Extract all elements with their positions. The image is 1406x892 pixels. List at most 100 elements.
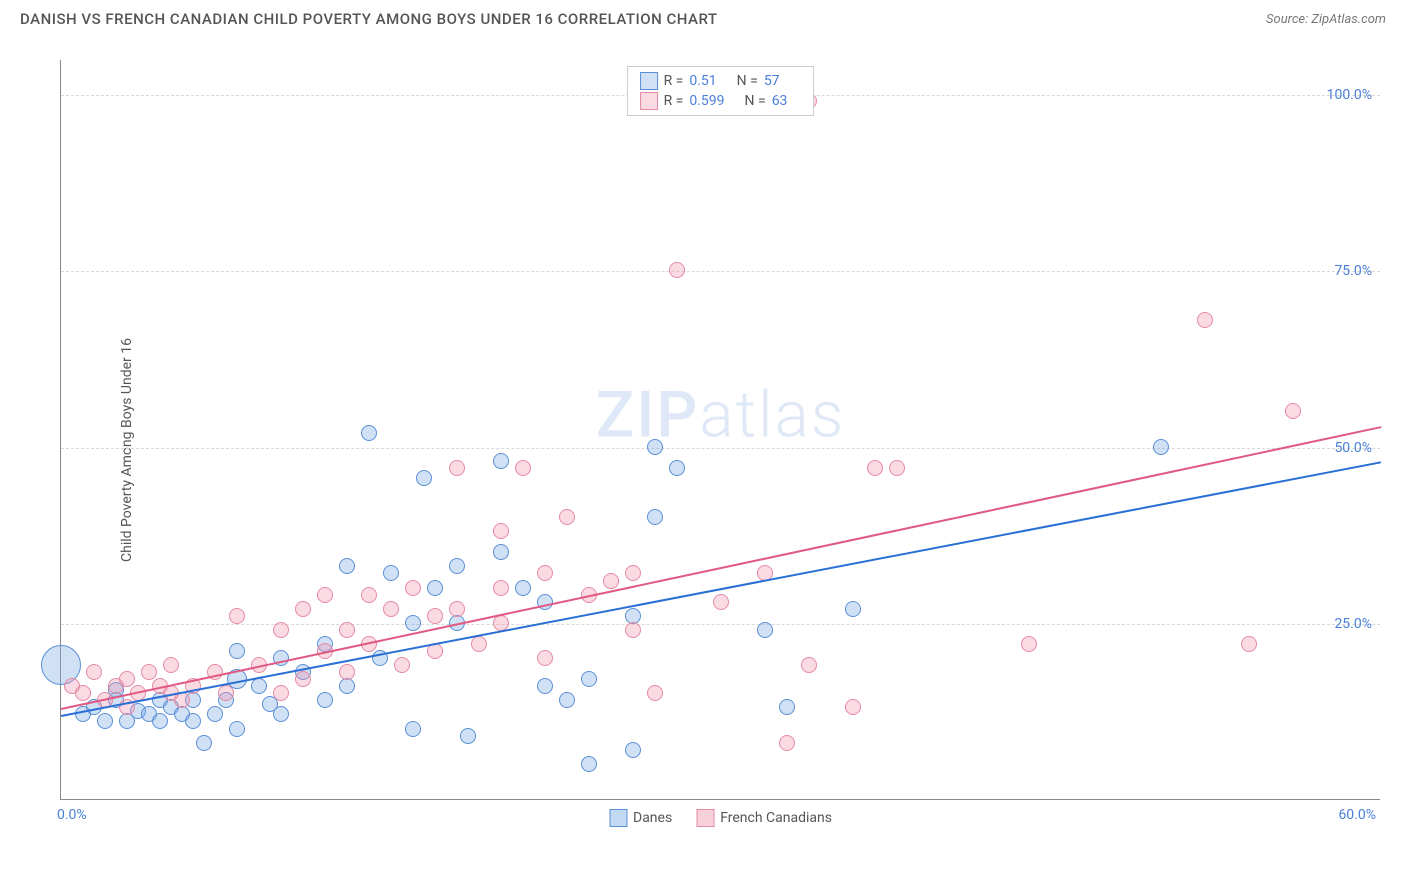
series-legend: Danes French Canadians	[609, 809, 832, 827]
scatter-point	[339, 678, 355, 694]
scatter-point	[394, 657, 410, 673]
y-tick-label: 75.0%	[1334, 263, 1372, 279]
scatter-point	[460, 728, 476, 744]
legend-r-value-french: 0.599	[689, 93, 724, 109]
legend-label-danes: Danes	[633, 810, 672, 826]
legend-item-danes: Danes	[609, 809, 672, 827]
scatter-point	[119, 671, 135, 687]
legend-r-label: R =	[664, 93, 684, 109]
scatter-point	[196, 735, 212, 751]
y-tick-label: 100.0%	[1327, 87, 1372, 103]
scatter-point	[449, 601, 465, 617]
scatter-point	[537, 650, 553, 666]
scatter-point	[361, 425, 377, 441]
scatter-point	[416, 470, 432, 486]
scatter-point	[339, 664, 355, 680]
legend-row-french: R = 0.599 N = 63	[640, 91, 802, 111]
chart-header: DANISH VS FRENCH CANADIAN CHILD POVERTY …	[0, 0, 1406, 32]
scatter-point	[229, 608, 245, 624]
scatter-point	[493, 523, 509, 539]
scatter-point	[581, 671, 597, 687]
scatter-point	[75, 685, 91, 701]
scatter-point	[779, 735, 795, 751]
scatter-point	[845, 699, 861, 715]
legend-swatch-french	[640, 92, 658, 110]
legend-r-label: R =	[664, 73, 684, 89]
scatter-point	[669, 460, 685, 476]
scatter-point	[867, 460, 883, 476]
scatter-point	[625, 622, 641, 638]
scatter-point	[1285, 403, 1301, 419]
scatter-point	[713, 594, 729, 610]
scatter-point	[493, 453, 509, 469]
scatter-point	[339, 622, 355, 638]
scatter-point	[427, 608, 443, 624]
legend-swatch-french-bottom	[696, 809, 714, 827]
scatter-point	[163, 657, 179, 673]
scatter-point	[889, 460, 905, 476]
gridline	[61, 624, 1380, 625]
scatter-point	[317, 692, 333, 708]
legend-n-value-danes: 57	[764, 73, 780, 89]
scatter-point	[581, 756, 597, 772]
chart-container: Child Poverty Among Boys Under 16 ZIPatl…	[50, 60, 1390, 840]
legend-swatch-danes-bottom	[609, 809, 627, 827]
scatter-point	[757, 622, 773, 638]
scatter-point	[251, 678, 267, 694]
scatter-point	[229, 643, 245, 659]
scatter-point	[537, 678, 553, 694]
scatter-point	[559, 509, 575, 525]
scatter-point	[405, 615, 421, 631]
scatter-point	[152, 713, 168, 729]
scatter-point	[86, 664, 102, 680]
scatter-point	[515, 460, 531, 476]
scatter-point	[1021, 636, 1037, 652]
scatter-point	[471, 636, 487, 652]
gridline	[61, 448, 1380, 449]
x-tick-label: 0.0%	[57, 807, 87, 823]
trend-line	[61, 426, 1381, 710]
scatter-point	[647, 439, 663, 455]
scatter-point	[383, 565, 399, 581]
chart-title: DANISH VS FRENCH CANADIAN CHILD POVERTY …	[20, 10, 718, 28]
scatter-point	[647, 685, 663, 701]
scatter-point	[317, 587, 333, 603]
scatter-point	[801, 657, 817, 673]
legend-n-label: N =	[745, 93, 766, 109]
scatter-point	[229, 721, 245, 737]
scatter-point	[273, 706, 289, 722]
scatter-point	[493, 544, 509, 560]
correlation-legend: R = 0.51 N = 57 R = 0.599 N = 63	[627, 66, 815, 116]
legend-row-danes: R = 0.51 N = 57	[640, 71, 802, 91]
gridline	[61, 271, 1380, 272]
scatter-point	[207, 706, 223, 722]
legend-r-value-danes: 0.51	[689, 73, 716, 89]
scatter-point	[515, 580, 531, 596]
scatter-point	[218, 685, 234, 701]
scatter-point	[625, 565, 641, 581]
legend-item-french: French Canadians	[696, 809, 832, 827]
scatter-point	[647, 509, 663, 525]
scatter-point	[405, 580, 421, 596]
scatter-point	[449, 558, 465, 574]
chart-source: Source: ZipAtlas.com	[1266, 12, 1386, 27]
scatter-point	[185, 713, 201, 729]
y-tick-label: 50.0%	[1334, 440, 1372, 456]
scatter-point	[1241, 636, 1257, 652]
scatter-point	[449, 460, 465, 476]
scatter-point	[559, 692, 575, 708]
legend-swatch-danes	[640, 72, 658, 90]
scatter-point	[427, 580, 443, 596]
scatter-point	[603, 573, 619, 589]
x-tick-label: 60.0%	[1338, 807, 1376, 823]
scatter-point	[405, 721, 421, 737]
scatter-point	[625, 742, 641, 758]
y-tick-label: 25.0%	[1334, 616, 1372, 632]
scatter-point	[273, 685, 289, 701]
scatter-point	[1153, 439, 1169, 455]
scatter-point	[493, 580, 509, 596]
watermark: ZIPatlas	[596, 377, 846, 452]
legend-n-label: N =	[737, 73, 758, 89]
scatter-point	[1197, 312, 1213, 328]
scatter-point	[273, 622, 289, 638]
